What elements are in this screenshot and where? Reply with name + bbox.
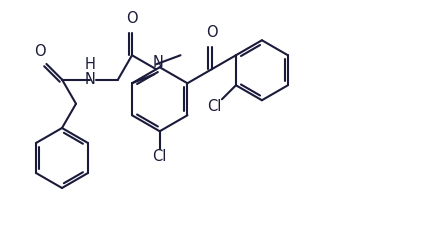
- Text: Cl: Cl: [152, 149, 167, 164]
- Text: O: O: [206, 25, 217, 40]
- Text: N: N: [153, 55, 164, 70]
- Text: N: N: [84, 72, 95, 87]
- Text: O: O: [34, 44, 45, 59]
- Text: O: O: [126, 11, 138, 26]
- Text: H: H: [84, 56, 95, 72]
- Text: Cl: Cl: [207, 99, 221, 114]
